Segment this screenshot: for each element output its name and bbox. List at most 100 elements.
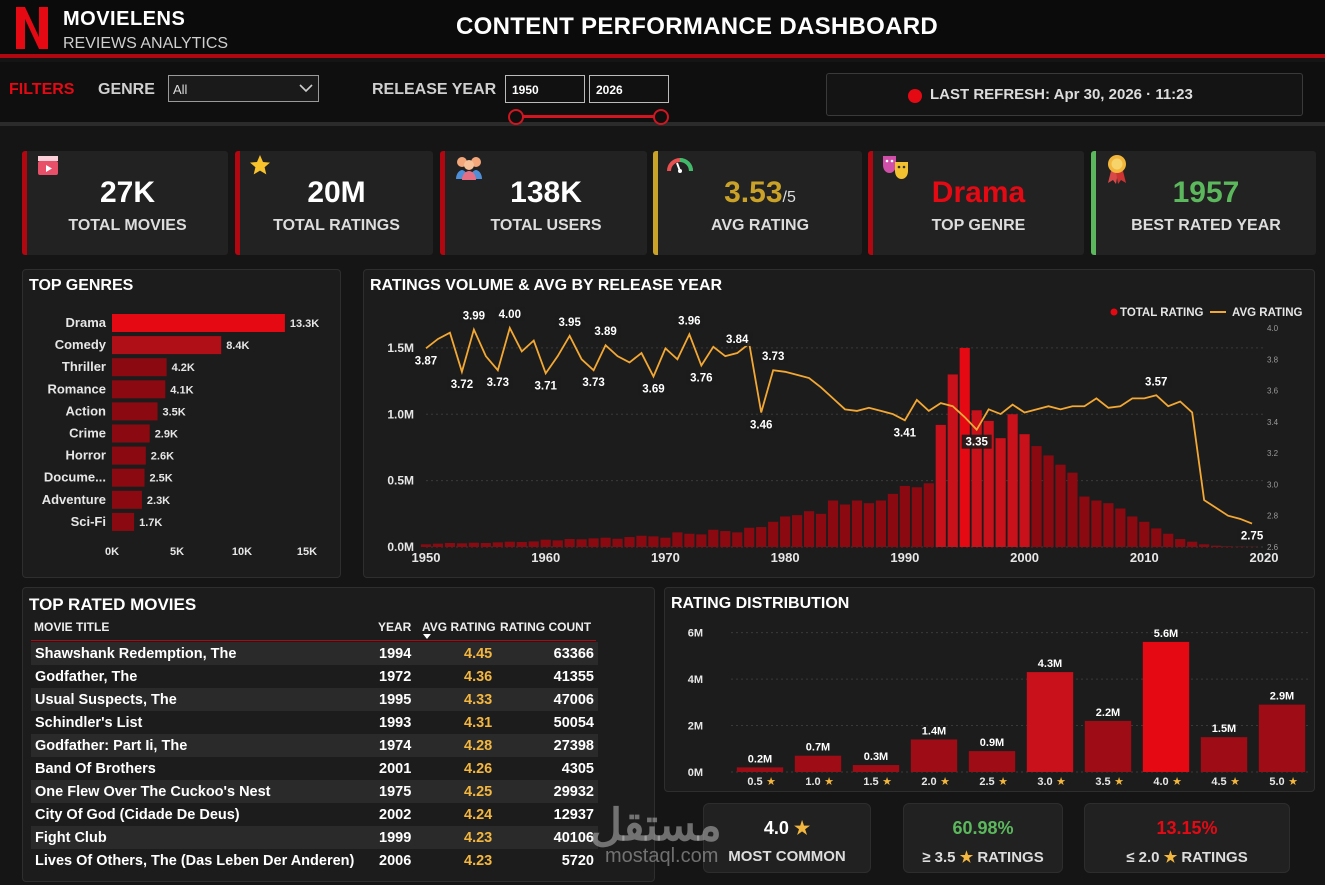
table-row[interactable]: Lives Of Others, The (Das Leben Der Ande… <box>31 849 598 872</box>
kpi-card-total-users: 138K TOTAL USERS <box>440 151 647 255</box>
volume-bar <box>839 504 851 547</box>
high-ratings-threshold: ≥ 3.5 <box>922 849 956 866</box>
year-slider-track[interactable] <box>516 115 662 118</box>
table-row[interactable]: One Flew Over The Cuckoo's Nest 1975 4.25 2… <box>31 780 598 803</box>
movie-avg-rating-cell: 4.36 <box>464 669 493 685</box>
col-header-title[interactable]: MOVIE TITLE <box>34 620 110 634</box>
dist-bar <box>736 767 784 772</box>
col-header-year[interactable]: YEAR <box>378 620 412 634</box>
volume-bar <box>803 511 815 547</box>
kpi-value: 3.53/5 <box>658 176 862 210</box>
table-row[interactable]: Godfather: Part Ii, The 1974 4.28 27398 <box>31 734 598 757</box>
movie-year-cell: 1993 <box>379 715 412 731</box>
avg-point-label-bg <box>758 349 789 364</box>
year-from-input[interactable]: 1950 <box>505 75 585 103</box>
volume-bar <box>1055 464 1066 547</box>
genre-category-label: Adventure <box>42 492 106 507</box>
avg-point-label-bg <box>446 376 477 391</box>
table-row[interactable]: Shawshank Redemption, The 1994 4.45 63366 <box>31 642 598 665</box>
star-icon: ★ <box>1114 776 1124 788</box>
avg-point-label-bg <box>1237 528 1268 543</box>
star-icon: ★ <box>959 849 974 866</box>
movie-avg-rating-cell: 4.33 <box>464 692 493 708</box>
genre-x-tick-label: 0K <box>105 546 119 558</box>
high-ratings-value: 60.98% <box>952 818 1014 838</box>
volume-bar <box>983 420 994 547</box>
dist-x-tick-label: 4.0 <box>1153 776 1168 788</box>
movie-year-cell: 1995 <box>379 692 412 708</box>
volume-bar <box>1199 544 1210 547</box>
genre-select-value: All <box>173 82 188 97</box>
col-header-rating-count[interactable]: RATING COUNT <box>500 620 592 634</box>
volume-bar <box>432 543 444 547</box>
page-title: CONTENT PERFORMANCE DASHBOARD <box>456 13 939 40</box>
ratings-volume-panel: RATINGS VOLUME & AVG BY RELEASE YEAR 0.0… <box>363 269 1315 578</box>
col-header-avg-rating[interactable]: AVG RATING <box>422 620 496 634</box>
star-icon: ★ <box>1163 849 1178 866</box>
movie-avg-rating-cell: 4.24 <box>464 807 493 823</box>
genre-category-label: Horror <box>66 448 106 463</box>
volume-x-tick-label: 1950 <box>412 550 441 565</box>
volume-bar <box>672 532 683 547</box>
brand-subtitle: REVIEWS ANALYTICS <box>63 35 229 52</box>
genre-bar <box>112 512 135 531</box>
top-rated-movies-panel: TOP RATED MOVIES MOVIE TITLE YEAR AVG RA… <box>22 587 655 882</box>
clapperboard-icon <box>38 156 58 175</box>
avg-point-label-bg <box>674 313 705 328</box>
dist-bar <box>1142 641 1190 772</box>
table-row[interactable]: Godfather, The 1972 4.36 41355 <box>31 665 598 688</box>
volume-bar <box>552 540 563 547</box>
sort-desc-icon[interactable] <box>422 633 432 640</box>
avg-y-tick-label: 3.2 <box>1267 449 1279 458</box>
table-row[interactable]: City Of God (Cidade De Deus) 2002 4.24 1293… <box>31 803 598 826</box>
movie-year-cell: 2001 <box>379 761 412 777</box>
dist-x-tick-label: 4.5 <box>1211 776 1226 788</box>
genre-bar <box>112 424 150 443</box>
volume-bar <box>923 483 934 547</box>
volume-bar <box>1187 541 1198 547</box>
star-icon: ★ <box>824 776 834 788</box>
low-ratings-threshold: ≤ 2.0 <box>1126 849 1160 866</box>
genre-bar <box>112 446 146 465</box>
star-icon: ★ <box>793 818 811 838</box>
volume-bar <box>636 535 647 547</box>
avg-point-label-bg <box>746 417 777 432</box>
rating-distribution-title: RATING DISTRIBUTION <box>671 595 850 612</box>
volume-x-tick-label: 1960 <box>531 550 560 565</box>
volume-bar <box>468 542 479 547</box>
avg-point-label: 3.72 <box>451 379 473 391</box>
genre-data-label: 2.9K <box>155 429 178 441</box>
legend-total-rating-marker <box>1110 308 1118 316</box>
year-slider-min-handle[interactable] <box>508 109 524 125</box>
volume-bar <box>1043 455 1054 547</box>
movie-title-cell: City Of God (Cidade De Deus) <box>35 807 240 823</box>
movie-title-cell: Lives Of Others, The (Das Leben Der Ande… <box>35 853 355 869</box>
movie-avg-rating-cell: 4.23 <box>464 830 493 846</box>
avg-point-label: 3.73 <box>762 351 784 363</box>
table-row[interactable]: Band Of Brothers 2001 4.26 4305 <box>31 757 598 780</box>
movie-year-cell: 1975 <box>379 784 412 800</box>
star-icon: ★ <box>940 776 950 788</box>
volume-bar <box>1007 414 1018 547</box>
dist-data-label: 5.6M <box>1154 628 1178 640</box>
avg-point-label: 3.73 <box>487 377 509 389</box>
table-row[interactable]: Fight Club 1999 4.23 40106 <box>31 826 598 849</box>
volume-bar <box>756 527 767 547</box>
genre-select[interactable]: All <box>168 75 319 102</box>
kpi-card-total-ratings: 20M TOTAL RATINGS <box>235 151 433 255</box>
year-to-input[interactable]: 2026 <box>589 75 669 103</box>
volume-bar <box>875 500 887 547</box>
dist-y-tick-label: 0M <box>688 767 703 779</box>
table-row[interactable]: Usual Suspects, The 1995 4.33 47006 <box>31 688 598 711</box>
avg-point-label-bg <box>482 375 513 390</box>
dist-x-tick-label: 3.5 <box>1095 776 1110 788</box>
volume-bar <box>1067 472 1078 547</box>
year-slider-max-handle[interactable] <box>653 109 669 125</box>
volume-bar <box>576 539 587 547</box>
most-common-label: MOST COMMON <box>728 848 846 865</box>
volume-bar <box>696 534 707 547</box>
genre-data-label: 4.2K <box>172 362 195 374</box>
volume-bar <box>732 532 743 547</box>
table-row[interactable]: Schindler's List 1993 4.31 50054 <box>31 711 598 734</box>
volume-bar <box>1127 516 1138 547</box>
